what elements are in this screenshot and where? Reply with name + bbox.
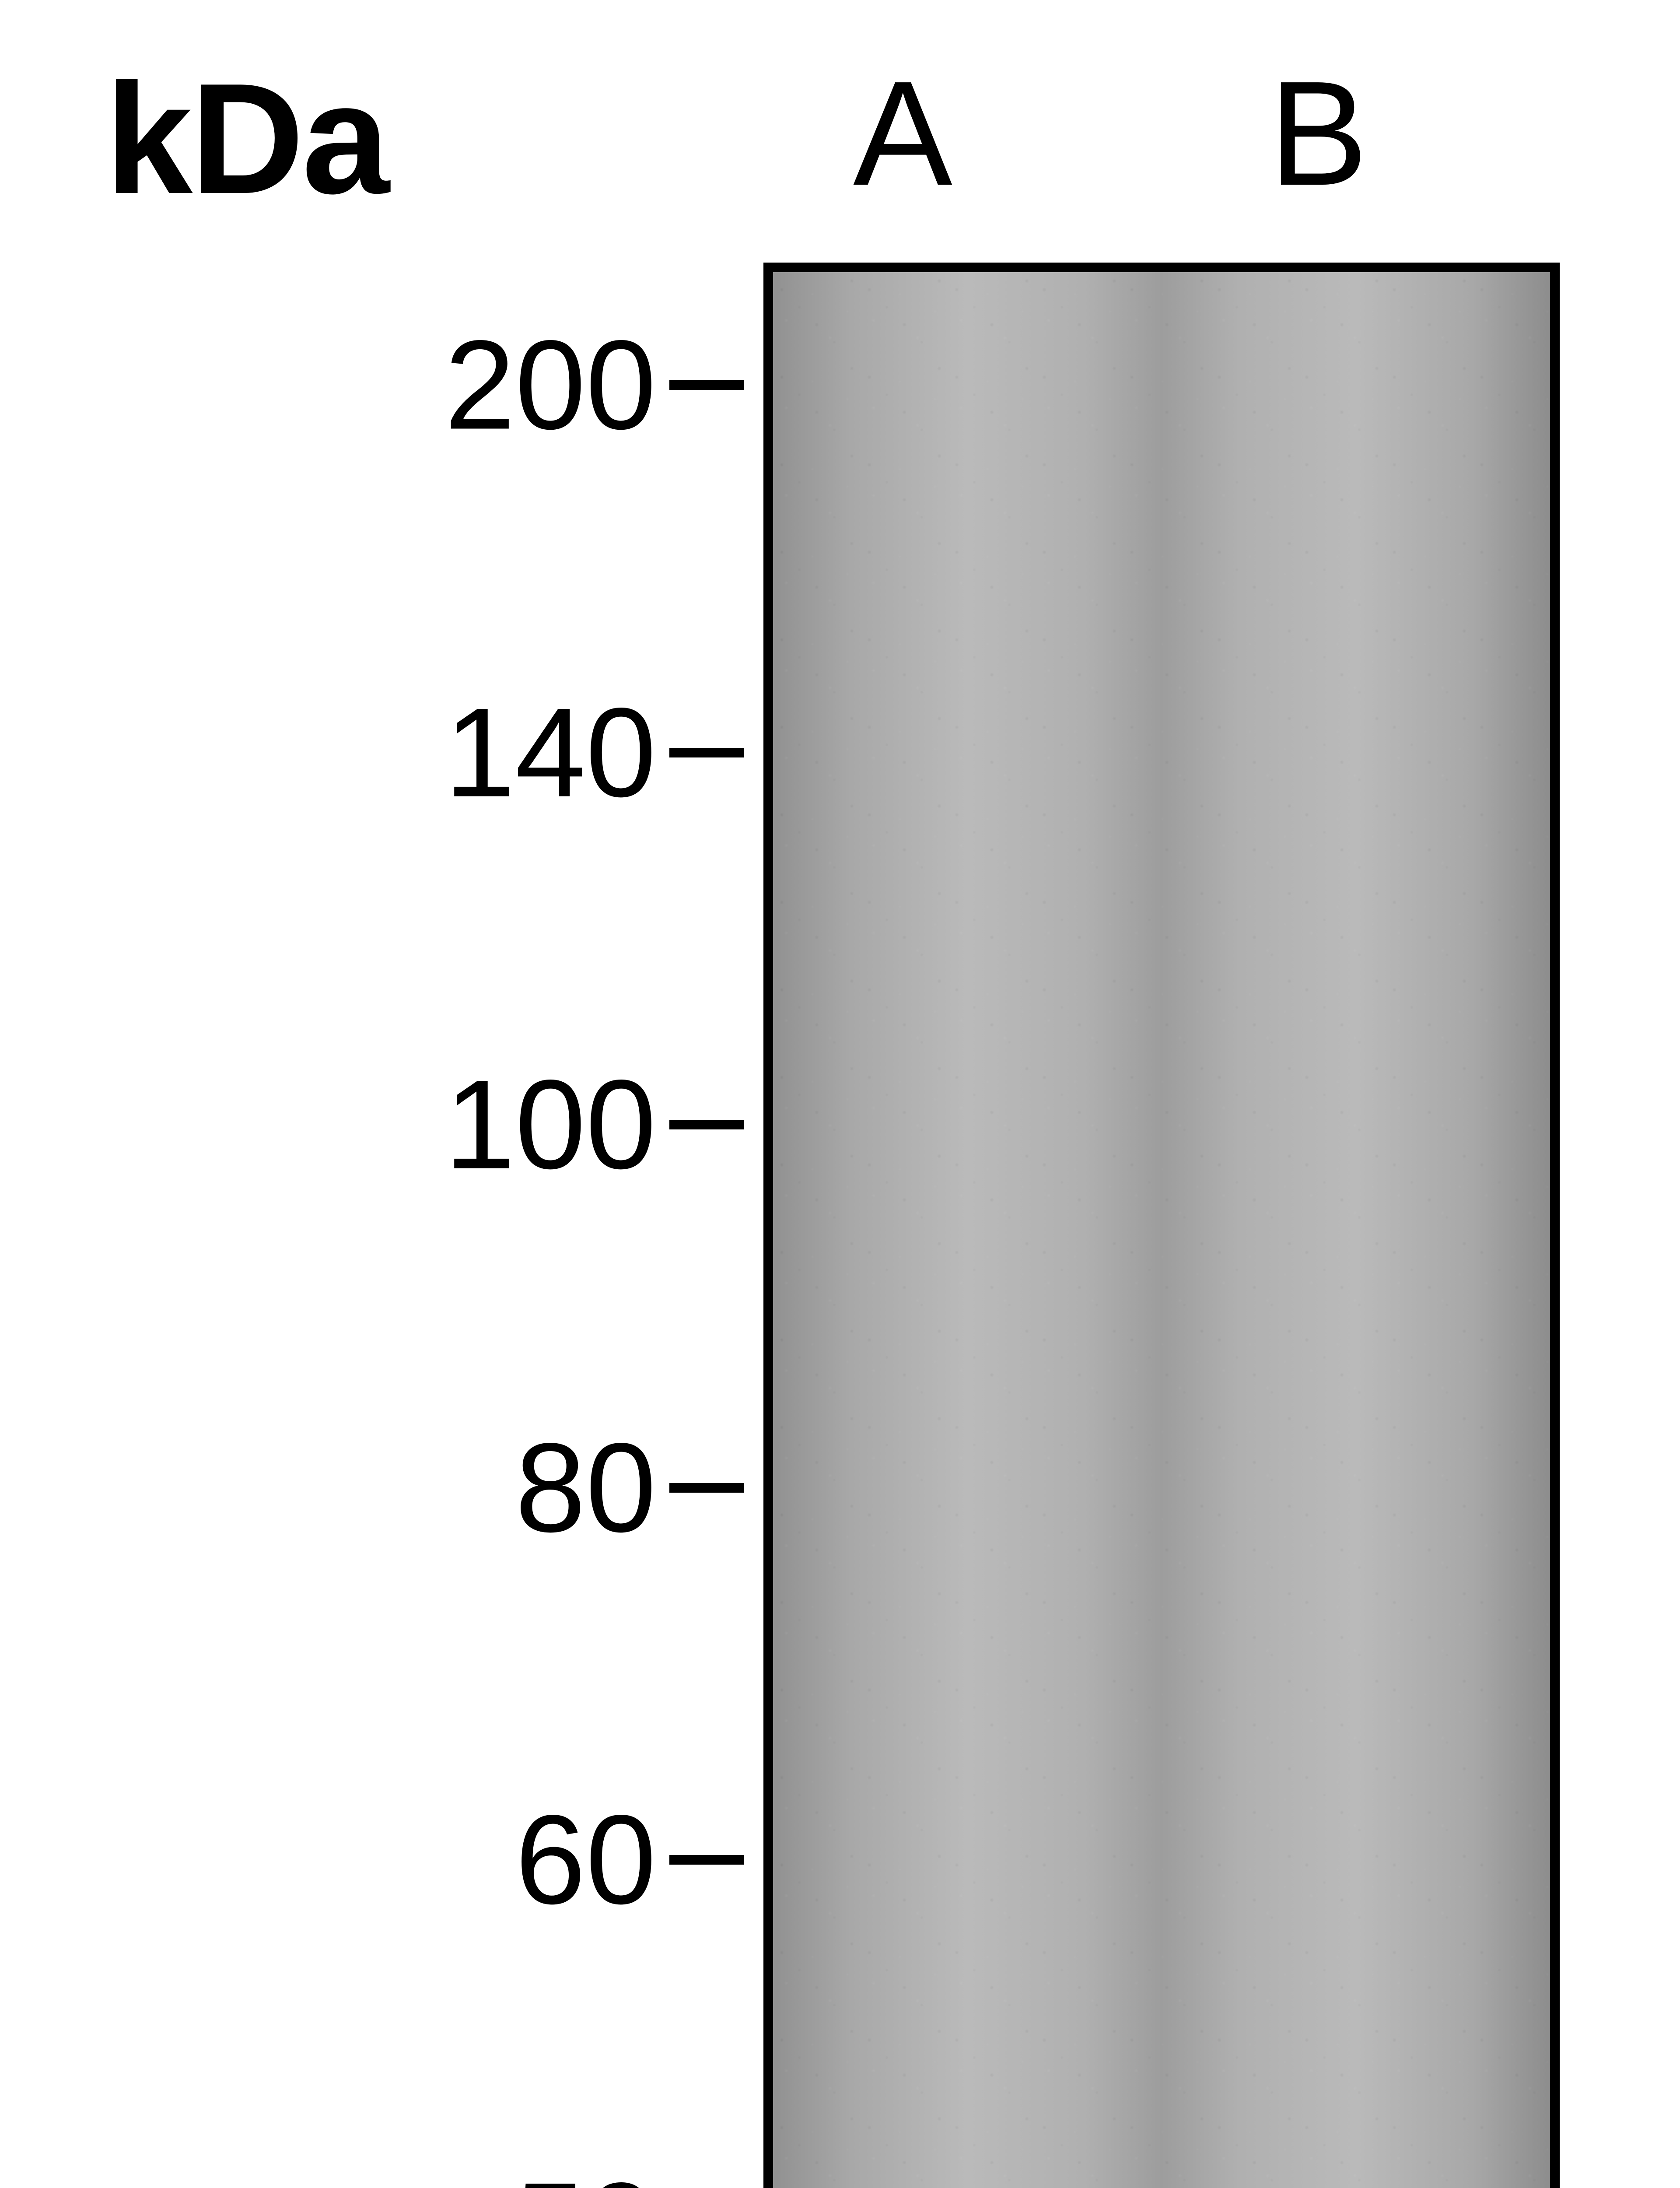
mw-tick-mark-80 (669, 1483, 744, 1493)
mw-tick-label-80: 80 (515, 1415, 656, 1561)
blot-membrane (763, 263, 1560, 2188)
mw-tick-mark-100 (669, 1120, 744, 1129)
lane-b-label: B (1269, 48, 1368, 219)
mw-tick-mark-200 (669, 380, 744, 390)
mw-tick-mark-140 (669, 748, 744, 757)
mw-tick-mark-60 (669, 1855, 744, 1865)
mw-tick-label-100: 100 (444, 1052, 656, 1198)
western-blot-figure: kDa A B 200140100806050403020 (0, 0, 1680, 2188)
membrane-noise (773, 272, 1550, 2188)
lane-a-label: A (853, 48, 952, 219)
mw-tick-label-140: 140 (444, 680, 656, 826)
mw-tick-label-50: 50 (515, 2155, 656, 2188)
mw-tick-label-60: 60 (515, 1787, 656, 1933)
y-axis-unit-label: kDa (105, 48, 387, 229)
mw-tick-label-200: 200 (444, 312, 656, 458)
